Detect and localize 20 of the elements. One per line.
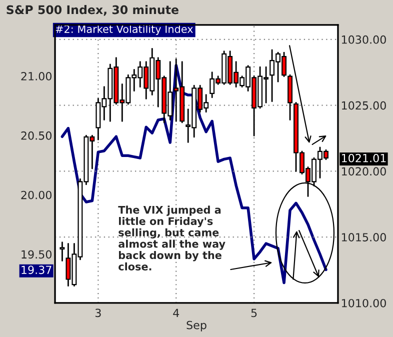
x-tick-label: 4 [173, 308, 180, 317]
y2-tick-label: 20.00 [21, 190, 52, 200]
chart-subtitle: #2: Market Volatility Index [56, 24, 193, 36]
candlestick [60, 242, 65, 262]
line-series [60, 64, 328, 284]
x-axis-title: Sep [186, 320, 206, 332]
y-tick-label: 1021.01 [342, 154, 386, 162]
y-tick-label: 1010.00 [342, 298, 386, 308]
y2-tick-label: 19.37 [22, 266, 52, 274]
y-tick-label: 1020.00 [342, 167, 386, 176]
y2-tick-label: 19.50 [22, 250, 52, 259]
chart-title: S&P 500 Index, 30 minute [6, 5, 178, 16]
y-tick-label: 1030.00 [342, 35, 386, 44]
annotation: The VIX jumped a little on Friday's selling, but came almost all the way back down by the close. [118, 206, 226, 270]
x-tick-label: 5 [251, 308, 257, 318]
y-tick-label: 1025.00 [342, 101, 386, 110]
y-tick-label: 1015.00 [342, 233, 386, 242]
y2-tick-label: 20.50 [21, 131, 52, 140]
y2-tick-label: 21.00 [21, 72, 52, 80]
x-tick-label: 3 [95, 308, 101, 318]
